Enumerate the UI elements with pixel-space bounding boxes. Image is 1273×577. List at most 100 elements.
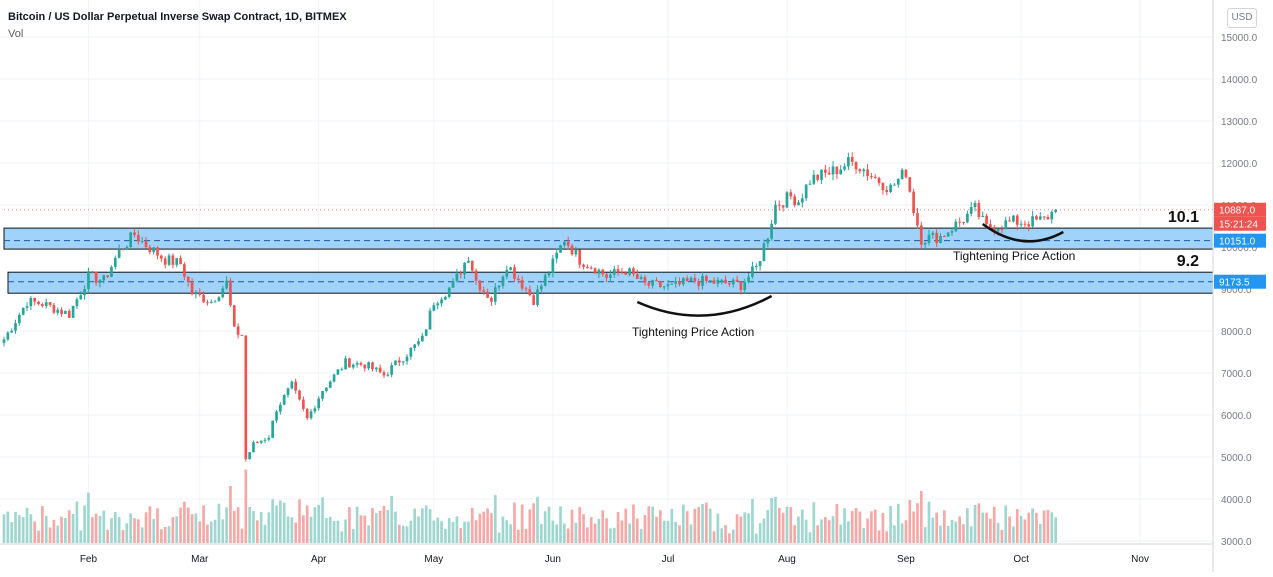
y-tick-label: 4000.0 xyxy=(1221,495,1252,506)
volume-bars xyxy=(2,469,1057,543)
candle-body xyxy=(344,358,347,370)
candle-body xyxy=(225,280,228,289)
candle-body xyxy=(144,240,148,248)
volume-bar xyxy=(41,506,44,543)
volume-bar xyxy=(513,502,516,543)
candle-body xyxy=(478,280,482,291)
volume-bar xyxy=(896,503,900,543)
candle-body xyxy=(808,183,812,185)
volume-bar xyxy=(71,513,75,543)
volume-bar xyxy=(681,504,685,543)
volume-bar xyxy=(708,508,712,543)
candle-body xyxy=(647,282,651,286)
volume-bar xyxy=(317,504,321,543)
candle-body xyxy=(432,305,436,311)
volume-bar xyxy=(1023,519,1027,543)
volume-bar xyxy=(777,507,781,543)
candle-body xyxy=(593,268,597,274)
volume-bar xyxy=(344,519,347,543)
volume-bar xyxy=(935,512,939,543)
candle-body xyxy=(255,442,259,444)
candle-body xyxy=(666,284,670,287)
candle-body xyxy=(923,242,927,245)
volume-bar xyxy=(278,500,282,543)
currency-button[interactable]: USD xyxy=(1227,8,1257,28)
candle-body xyxy=(163,258,167,265)
volume-bar xyxy=(102,510,106,543)
volume-bar xyxy=(325,518,328,543)
candle-body xyxy=(570,245,574,255)
volume-bar xyxy=(981,512,985,543)
volume-bar xyxy=(889,505,892,543)
candle-body xyxy=(1046,216,1050,220)
volume-bar xyxy=(397,524,401,543)
candle-body xyxy=(885,190,889,193)
candle-body xyxy=(183,264,186,277)
volume-label: Vol xyxy=(8,28,24,40)
volume-bar xyxy=(877,530,881,543)
volume-bar xyxy=(470,507,474,543)
volume-bar xyxy=(712,531,716,543)
volume-bar xyxy=(478,513,482,543)
candle-body xyxy=(267,437,271,440)
candle-body xyxy=(927,234,931,243)
volume-bar xyxy=(812,502,816,543)
candle-body xyxy=(785,192,789,208)
volume-bar xyxy=(743,512,747,543)
volume-bar xyxy=(386,510,390,543)
candle-body xyxy=(2,339,6,343)
candle-body xyxy=(543,275,547,286)
candle-body xyxy=(252,442,255,453)
volume-bar xyxy=(294,522,298,543)
volume-bar xyxy=(908,499,912,543)
x-tick-label: Aug xyxy=(778,554,796,565)
volume-bar xyxy=(658,510,662,543)
candle-body xyxy=(693,277,697,282)
volume-bar xyxy=(885,531,889,543)
candle-body xyxy=(754,266,758,268)
y-tick-label: 15000.0 xyxy=(1221,33,1258,44)
volume-bar xyxy=(873,509,877,543)
candle-body xyxy=(1027,224,1031,227)
volume-bar xyxy=(286,516,290,543)
candle-body xyxy=(129,232,133,247)
candle-body xyxy=(206,302,209,304)
volume-bar xyxy=(417,516,420,543)
candle-body xyxy=(401,361,405,363)
time-axis[interactable]: Feb Mar Apr May Jun Jul Aug Sep Oct Nov xyxy=(0,543,1213,565)
candle-body xyxy=(447,287,451,297)
candle-body xyxy=(797,202,800,206)
volume-bar xyxy=(374,513,378,543)
candle-body xyxy=(259,440,263,443)
volume-bar xyxy=(282,502,286,543)
candle-body xyxy=(873,177,877,179)
candle-body xyxy=(1054,209,1057,212)
candle-body xyxy=(417,341,420,345)
volume-bar xyxy=(302,515,305,543)
price-badge xyxy=(1214,233,1266,248)
candle-body xyxy=(60,309,63,315)
volume-bar xyxy=(209,521,213,543)
volume-bar xyxy=(800,509,804,543)
volume-bar xyxy=(432,520,436,543)
volume-bar xyxy=(421,508,424,543)
candle-body xyxy=(1050,211,1054,220)
volume-bar xyxy=(113,512,117,543)
price-axis[interactable]: 15000.014000.013000.012000.011000.010000… xyxy=(1212,0,1266,572)
volume-bar xyxy=(574,522,578,543)
candle-body xyxy=(950,231,954,233)
candle-body xyxy=(486,291,489,298)
y-tick-label: 7000.0 xyxy=(1221,369,1252,380)
candle-body xyxy=(697,281,701,286)
candle-body xyxy=(390,365,393,375)
volume-bar xyxy=(985,512,988,543)
candle-body xyxy=(290,381,294,389)
volume-bar xyxy=(509,524,512,543)
candle-body xyxy=(325,387,328,391)
candle-body xyxy=(421,335,424,342)
volume-bar xyxy=(597,518,601,543)
candle-body xyxy=(6,332,10,340)
candle-body xyxy=(424,329,428,336)
